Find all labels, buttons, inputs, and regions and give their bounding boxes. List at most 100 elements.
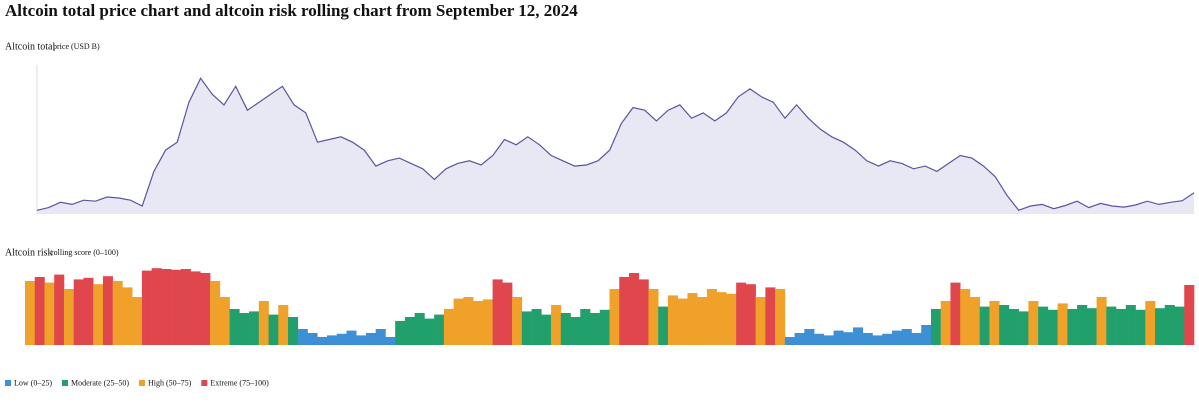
risk-bar: [667, 295, 678, 345]
risk-bar: [1038, 306, 1049, 345]
risk-bar: [911, 333, 922, 345]
risk-bar: [44, 282, 55, 345]
risk-bar: [989, 301, 1000, 345]
price-line: [36, 77, 1195, 212]
risk-bar: [979, 306, 990, 345]
risk-bar: [1164, 305, 1175, 345]
risk-bar: [1155, 308, 1166, 345]
risk-bar: [25, 281, 36, 345]
risk-bar: [892, 330, 903, 345]
chart-subtitle: rolling score (0–100): [51, 248, 119, 257]
risk-bar: [132, 297, 143, 345]
risk-bar: [502, 282, 513, 345]
risk-bar: [258, 301, 269, 345]
legend-label: Moderate (25–50): [71, 378, 129, 387]
legend-label: Low (0–25): [14, 378, 52, 387]
chart-subtitle: price (USD B): [53, 42, 100, 51]
area-fill: [37, 78, 1194, 214]
risk-bar: [492, 279, 503, 345]
risk-bar: [521, 311, 532, 345]
risk-bar: [658, 306, 669, 345]
risk-bar: [249, 311, 260, 345]
risk-bar: [356, 335, 367, 345]
chart-title: Altcoin total: [5, 41, 55, 52]
risk-bar: [93, 284, 104, 345]
risk-bar: [619, 277, 630, 345]
risk-bar: [317, 337, 328, 345]
risk-bar: [833, 330, 844, 345]
risk-bar: [473, 301, 484, 345]
risk-bar: [34, 277, 45, 345]
risk-bar: [434, 314, 445, 345]
risk-bar: [210, 281, 221, 345]
risk-bar: [141, 270, 152, 345]
risk-bar: [83, 277, 94, 345]
risk-bar: [726, 293, 737, 345]
legend-label: Extreme (75–100): [210, 378, 269, 387]
legend-swatch: [138, 380, 145, 386]
risk-bar: [1067, 309, 1078, 345]
risk-bar: [54, 274, 65, 345]
risk-bar: [1135, 309, 1146, 345]
risk-bar: [960, 289, 971, 345]
risk-bar: [648, 289, 659, 345]
risk-bar: [112, 281, 123, 345]
risk-bar: [414, 313, 425, 345]
risk-bar: [551, 305, 562, 345]
risk-bar: [482, 299, 493, 345]
risk-bar: [326, 335, 338, 345]
risk-bar: [823, 335, 834, 345]
risk-bar: [1086, 308, 1097, 345]
risk-bar: [443, 309, 454, 345]
risk-bar: [365, 333, 376, 345]
risk-bar: [268, 314, 279, 345]
risk-bar: [336, 333, 347, 345]
risk-bar: [453, 298, 464, 345]
risk-bar: [463, 297, 474, 345]
risk-bar: [63, 289, 75, 345]
risk-bar: [755, 297, 766, 345]
risk-bar: [697, 297, 708, 345]
legend-swatch: [201, 380, 208, 386]
risk-bar: [872, 335, 883, 345]
risk-bar: [706, 289, 717, 345]
risk-bar: [609, 289, 620, 345]
risk-bar: [677, 298, 688, 345]
legend-swatch: [62, 380, 68, 386]
risk-bar: [843, 332, 854, 345]
legend-swatch: [5, 380, 11, 386]
risk-bar: [999, 305, 1010, 345]
risk-bar: [1096, 297, 1107, 345]
risk-bar: [814, 333, 825, 345]
risk-bar: [424, 318, 435, 345]
risk-bar: [590, 313, 601, 345]
risk-bar: [1116, 309, 1127, 345]
risk-bar: [404, 317, 415, 345]
risk-bar: [804, 329, 815, 345]
risk-bar: [638, 279, 649, 345]
risk-bar: [862, 333, 873, 345]
risk-bar: [102, 276, 113, 345]
risk-bar: [687, 293, 698, 345]
risk-bar: [716, 292, 727, 345]
risk-bar: [794, 333, 805, 345]
risk-bar: [151, 268, 162, 345]
risk-bar: [219, 297, 230, 345]
risk-bar: [736, 282, 747, 345]
risk-bar: [1184, 285, 1195, 345]
risk-bar: [1057, 303, 1068, 345]
risk-bar: [288, 317, 299, 345]
risk-bar: [1028, 301, 1039, 345]
risk-bar: [969, 297, 980, 345]
risk-bar: [745, 284, 756, 345]
risk-bar: [297, 329, 308, 345]
risk-bar: [512, 297, 523, 345]
risk-bar: [346, 330, 357, 345]
risk-bar: [200, 273, 211, 345]
risk-bar: [930, 309, 942, 345]
legend-label: High (50–75): [148, 378, 192, 387]
risk-bar: [375, 329, 386, 345]
risk-bar: [1145, 301, 1156, 345]
risk-bar: [901, 329, 912, 345]
